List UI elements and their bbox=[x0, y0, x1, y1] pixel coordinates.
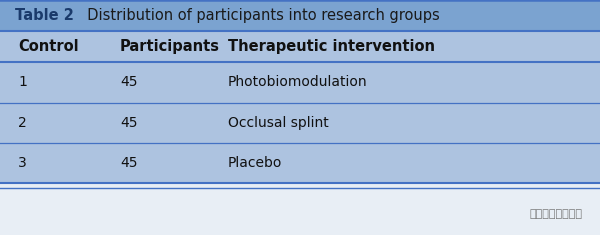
Bar bbox=[0, 183, 600, 235]
Text: Control: Control bbox=[18, 39, 79, 54]
Bar bbox=[0, 62, 600, 103]
Text: Participants: Participants bbox=[120, 39, 220, 54]
Text: 浙一口腔正畸林军: 浙一口腔正畸林军 bbox=[529, 208, 582, 219]
Text: 3: 3 bbox=[18, 156, 27, 170]
Bar bbox=[0, 31, 600, 62]
Text: Placebo: Placebo bbox=[228, 156, 283, 170]
Text: 45: 45 bbox=[120, 75, 137, 90]
Text: Distribution of participants into research groups: Distribution of participants into resear… bbox=[78, 8, 440, 23]
Bar bbox=[0, 0, 600, 31]
Text: 45: 45 bbox=[120, 156, 137, 170]
Text: 1: 1 bbox=[18, 75, 27, 90]
Text: 45: 45 bbox=[120, 116, 137, 130]
Text: Occlusal splint: Occlusal splint bbox=[228, 116, 329, 130]
Bar bbox=[0, 103, 600, 143]
Text: Table 2: Table 2 bbox=[15, 8, 74, 23]
Text: Therapeutic intervention: Therapeutic intervention bbox=[228, 39, 435, 54]
Text: 2: 2 bbox=[18, 116, 27, 130]
Bar bbox=[0, 143, 600, 183]
Text: Photobiomodulation: Photobiomodulation bbox=[228, 75, 368, 90]
